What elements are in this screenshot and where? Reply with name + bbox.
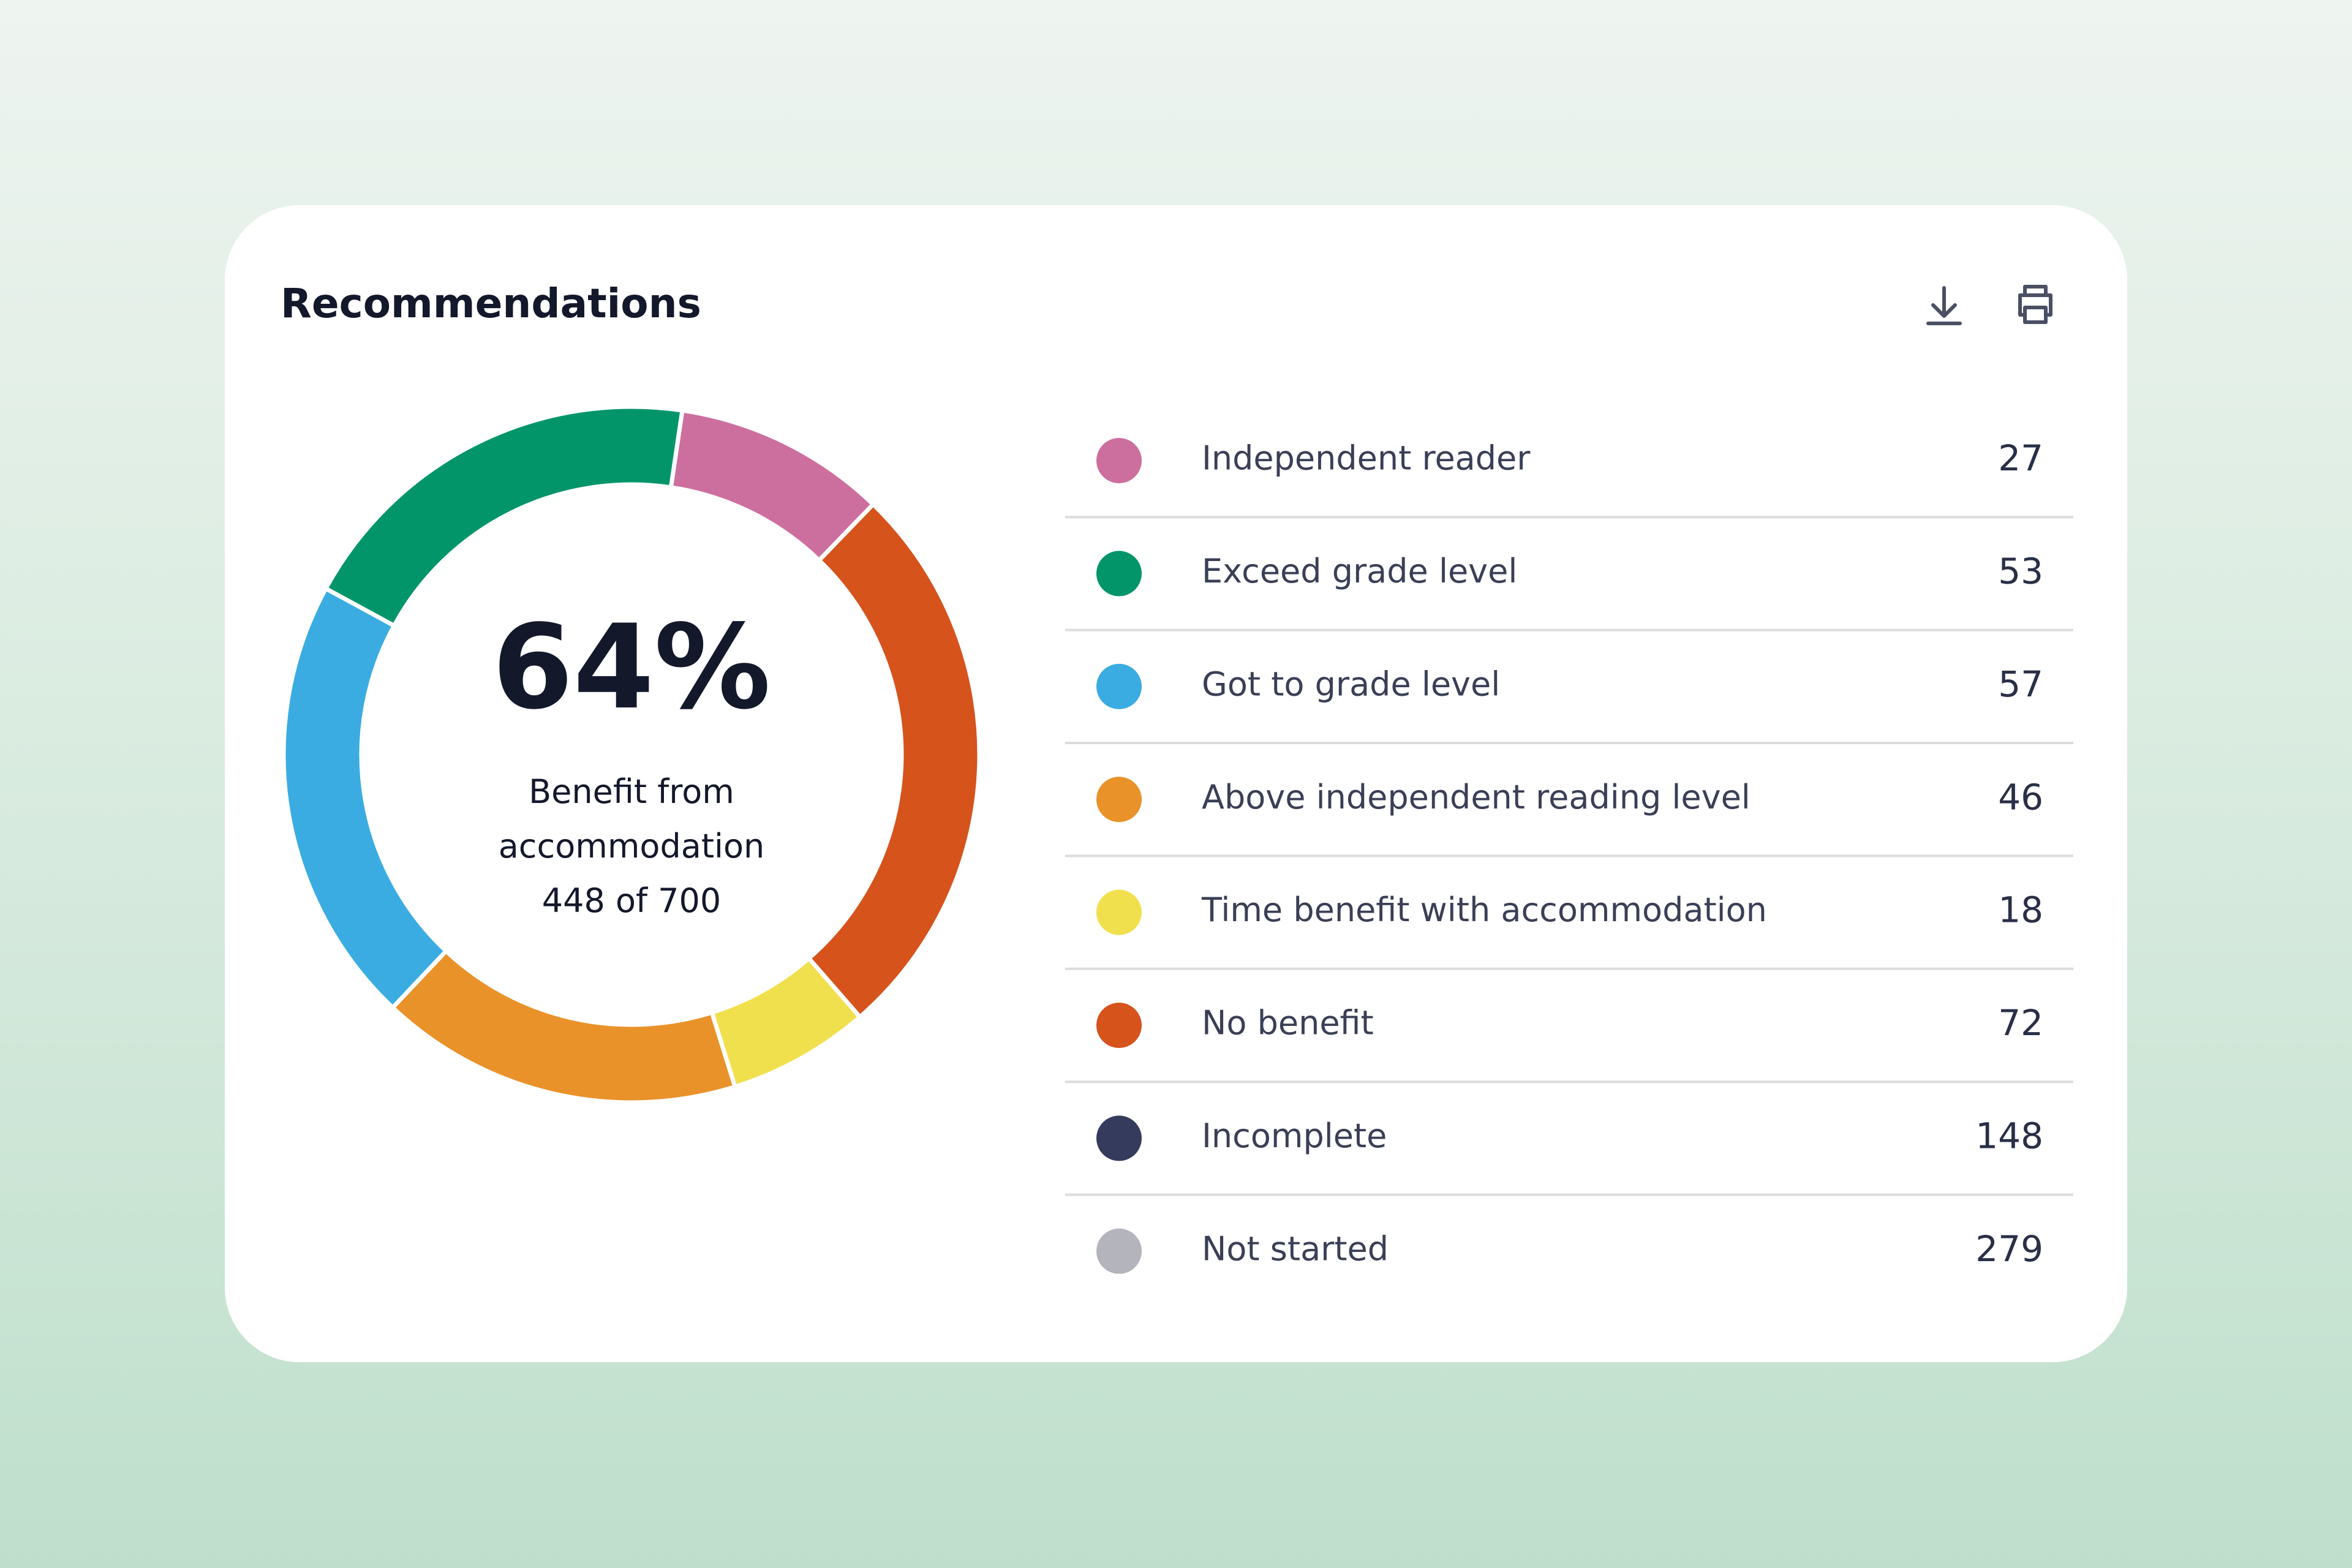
legend-value: 46 xyxy=(1998,776,2043,818)
legend-dot xyxy=(1096,663,1142,709)
download-button[interactable] xyxy=(1926,286,1962,325)
donut-segment xyxy=(805,501,982,1020)
legend-dot xyxy=(1096,1115,1142,1161)
center-detail: 448 of 700 xyxy=(541,881,722,920)
legend-label: No benefit xyxy=(1202,1004,1374,1042)
legend-label: Time benefit with accommodation xyxy=(1201,891,1767,929)
legend-value: 57 xyxy=(1998,663,2043,705)
legend-dot xyxy=(1096,1003,1142,1048)
legend-value: 279 xyxy=(1975,1228,2043,1270)
legend-label: Independent reader xyxy=(1202,439,1531,478)
legend-dot xyxy=(1096,777,1142,823)
legend-value: 27 xyxy=(1998,437,2043,479)
legend-label: Above independent reading level xyxy=(1202,778,1751,816)
card xyxy=(225,205,2127,1362)
donut-segment xyxy=(323,404,685,629)
legend-dot xyxy=(1096,1228,1142,1274)
center-caption: Benefit from accommodation xyxy=(498,772,765,865)
legend-dot xyxy=(1096,551,1142,597)
legend-value: 53 xyxy=(1998,551,2043,592)
chart-title: Recommendations xyxy=(281,280,701,327)
legend-label: Exceed grade level xyxy=(1202,552,1517,590)
legend-label: Not started xyxy=(1202,1229,1389,1268)
legend-value: 72 xyxy=(1998,1002,2043,1044)
print-button[interactable] xyxy=(2018,285,2052,324)
legend-label: Got to grade level xyxy=(1202,665,1500,703)
legend-value: 148 xyxy=(1975,1115,2043,1157)
center-value: 64% xyxy=(492,600,771,735)
legend-label: Incomplete xyxy=(1202,1117,1387,1155)
legend-dot xyxy=(1096,889,1142,935)
legend-value: 18 xyxy=(1998,889,2043,931)
donut-segment xyxy=(281,586,450,1011)
donut-segment xyxy=(390,948,738,1105)
legend-dot xyxy=(1096,438,1142,483)
